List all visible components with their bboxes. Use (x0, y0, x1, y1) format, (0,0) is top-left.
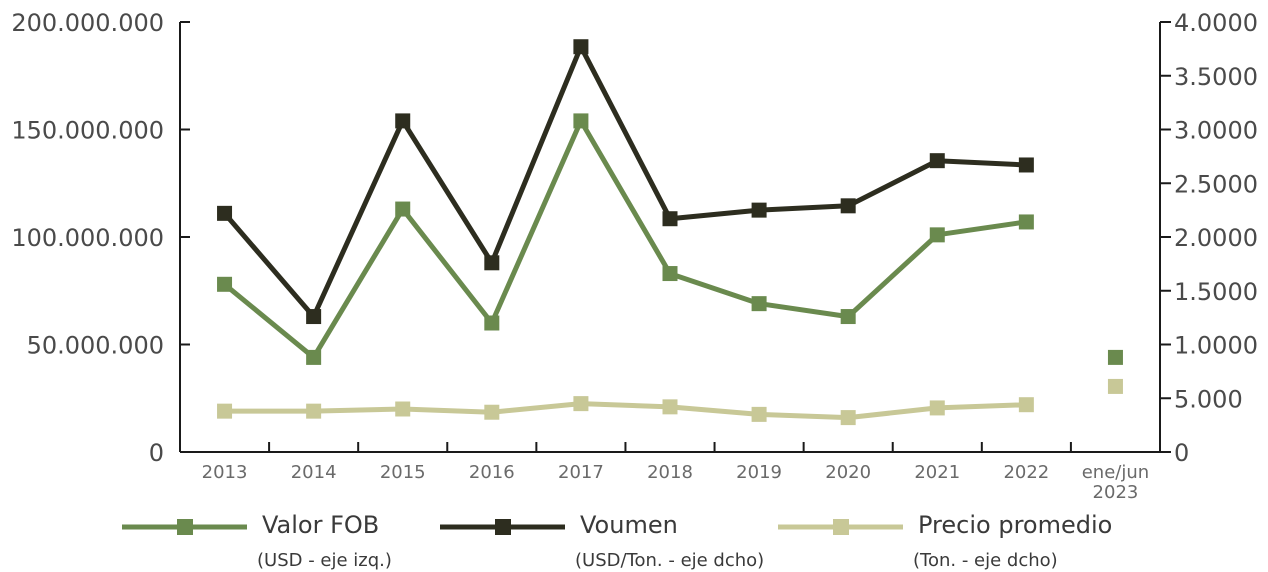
legend-swatch-marker (177, 519, 193, 535)
x-tick-label: 2013 (202, 462, 248, 483)
data-point (1107, 378, 1123, 394)
data-point (484, 315, 500, 331)
x-tick-label: ene/jun (1082, 462, 1149, 483)
x-tick-label: 2019 (736, 462, 782, 483)
left-axis-ticks: 0 50.000.000 100.000.000 150.000.000 200.000… (11, 9, 190, 467)
legend-label: Voumen (580, 511, 678, 539)
x-axis-ticks: 2013 2014 2015 2016 2017 2018 2019 2020 2021 2022… (179, 442, 1161, 503)
data-point (751, 202, 767, 218)
left-tick-label: 150.000.000 (11, 117, 164, 145)
x-tick-label: 2018 (647, 462, 693, 483)
data-point (395, 201, 411, 217)
data-point (306, 403, 322, 419)
x-tick-label: 2021 (914, 462, 960, 483)
data-point (1018, 397, 1034, 413)
x-tick-label: 2023 (1093, 482, 1139, 503)
data-point (751, 296, 767, 312)
x-tick-label: 2020 (825, 462, 871, 483)
left-tick-label: 100.000.000 (11, 224, 164, 252)
data-point (840, 410, 856, 426)
data-point (929, 153, 945, 169)
data-point (1107, 349, 1123, 365)
right-tick-label: 0 (1174, 439, 1189, 467)
legend-label: Precio promedio (918, 511, 1112, 539)
data-point (484, 404, 500, 420)
series-line-precio-promedio (224, 401, 1027, 421)
series-line-valor-fob (222, 118, 1027, 360)
data-point (840, 198, 856, 214)
x-tick-label: 2015 (380, 462, 426, 483)
right-tick-label: 1.0000 (1174, 332, 1258, 360)
data-point (217, 403, 233, 419)
data-point (751, 406, 767, 422)
legend-item-voumen: Voumen (USD/Ton. - eje dcho) (440, 511, 764, 571)
data-point (573, 396, 589, 412)
right-axis-ticks: 0 5.000 1.0000 1.5000 2.0000 2.5000 3.0000 3.50… (1160, 9, 1258, 467)
series-valor-fob (217, 113, 1123, 365)
data-point (306, 349, 322, 365)
data-point (1018, 214, 1034, 230)
data-point (217, 205, 233, 221)
legend-sublabel: (Ton. - eje dcho) (913, 550, 1058, 571)
data-point (217, 276, 233, 292)
series-layer (217, 39, 1123, 426)
right-tick-label: 5.000 (1174, 385, 1243, 413)
data-point (929, 227, 945, 243)
data-point (306, 309, 322, 325)
legend-sublabel: (USD - eje izq.) (257, 550, 392, 571)
data-point (484, 255, 500, 271)
data-point (1018, 157, 1034, 173)
data-point (662, 399, 678, 415)
data-point (929, 400, 945, 416)
data-point (662, 211, 678, 227)
legend-item-valor-fob: Valor FOB (USD - eje izq.) (122, 511, 392, 571)
x-tick-label: 2014 (291, 462, 337, 483)
left-tick-label: 50.000.000 (27, 332, 164, 360)
axes (179, 22, 1161, 453)
data-point (662, 266, 678, 282)
data-point (573, 39, 589, 55)
data-point (395, 401, 411, 417)
x-tick-label: 2022 (1003, 462, 1049, 483)
right-tick-label: 2.5000 (1174, 170, 1258, 198)
right-tick-label: 4.0000 (1174, 9, 1258, 37)
data-point (573, 113, 589, 129)
right-tick-label: 1.5000 (1174, 278, 1258, 306)
left-tick-label: 200.000.000 (11, 9, 164, 37)
x-tick-label: 2017 (558, 462, 604, 483)
series-precio-promedio (217, 378, 1123, 426)
right-tick-label: 3.0000 (1174, 117, 1258, 145)
data-point (395, 113, 411, 129)
legend-label: Valor FOB (262, 511, 379, 539)
series-voumen (217, 39, 1034, 325)
legend-swatch-marker (495, 519, 511, 535)
legend-swatch-marker (833, 519, 849, 535)
series-line-voumen (222, 44, 1027, 320)
legend-item-precio-promedio: Precio promedio (Ton. - eje dcho) (778, 511, 1112, 571)
right-tick-label: 2.0000 (1174, 224, 1258, 252)
data-point (840, 309, 856, 325)
right-tick-label: 3.5000 (1174, 63, 1258, 91)
x-tick-label: 2016 (469, 462, 515, 483)
legend: Valor FOB (USD - eje izq.) Voumen (USD/Ton.… (122, 511, 1112, 571)
left-tick-label: 0 (149, 439, 164, 467)
legend-sublabel: (USD/Ton. - eje dcho) (575, 550, 764, 571)
